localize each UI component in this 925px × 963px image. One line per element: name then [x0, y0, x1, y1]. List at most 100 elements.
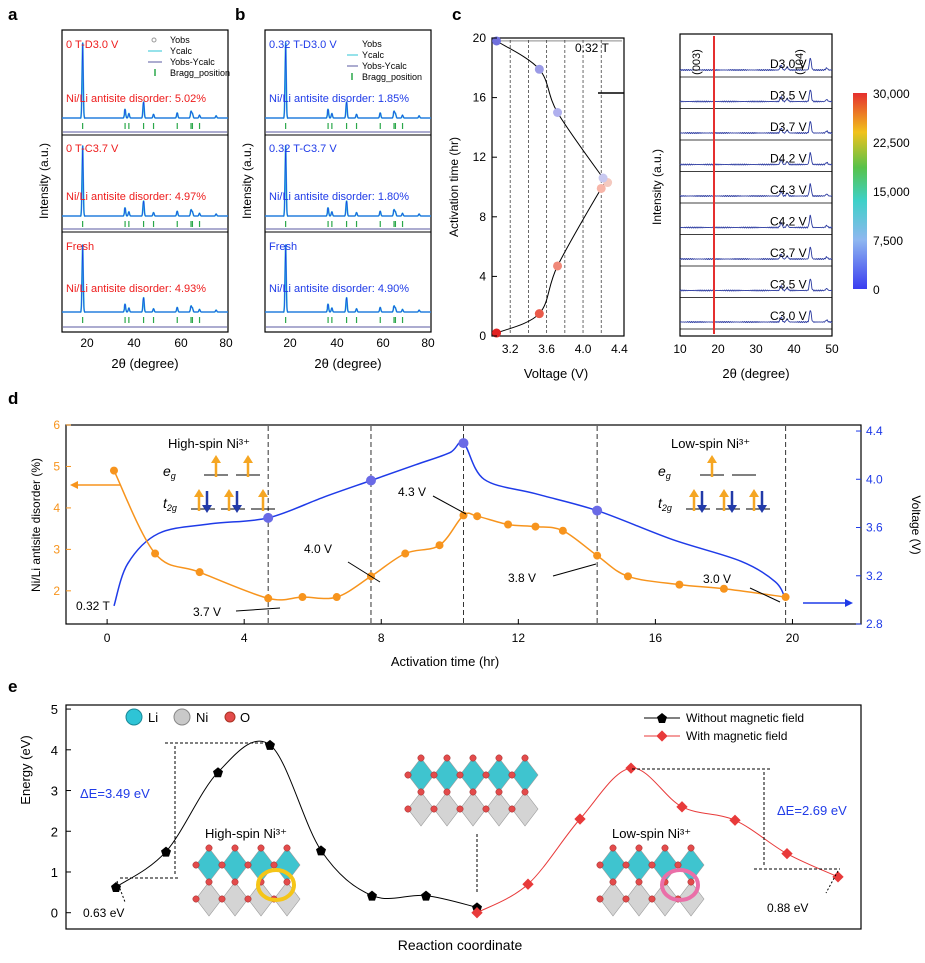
structure-low-spin-o-1-1 — [635, 878, 643, 886]
pd-disorder-point-3 — [264, 594, 273, 603]
pcr-label-3: D4.2 V — [770, 152, 807, 166]
pe-with-point-5 — [729, 814, 741, 826]
ls-t2-up-head — [719, 489, 729, 497]
structure-low-spin-o2-0-2 — [648, 861, 656, 869]
panel-d-xlabel: Activation time (hr) — [391, 654, 499, 669]
panel-e-ylabel: Energy (eV) — [18, 735, 33, 804]
structure-middle-o-1-0 — [417, 788, 425, 796]
end-energy-label: 0.88 eV — [767, 901, 808, 915]
pe-with-point-1 — [522, 878, 534, 890]
panel-d-voltage-curve — [113, 441, 787, 607]
ls-t2-down-head — [727, 505, 737, 513]
legend-bragg: Bragg_position — [170, 68, 230, 78]
structure-high-spin-o-0-2 — [257, 844, 265, 852]
structure-middle-octa-0-4 — [511, 757, 539, 793]
pc-point-7 — [534, 64, 544, 74]
hs-t2-up-head — [224, 489, 234, 497]
structure-high-spin-o-0-3 — [283, 844, 291, 852]
structure-high-spin-o-0-1 — [231, 844, 239, 852]
structure-high-spin-o-1-1 — [231, 878, 239, 886]
pd-disorder-point-1 — [151, 549, 160, 558]
panel-c-right: (003) (104) D3.0 V D3.5 V D3.7 V D4.2 V C4.3… — [650, 33, 910, 381]
panel-a-frame — [61, 29, 229, 333]
pe-without-point-3 — [265, 739, 275, 750]
low-spin-electron-arrows — [689, 455, 767, 513]
pd-rt-0: 2.8 — [866, 617, 883, 631]
hs-eg-up-2-head — [243, 455, 253, 463]
pb-yobs-0 — [265, 42, 431, 119]
pd-disorder-point-12 — [531, 522, 540, 531]
pb-yobs-1 — [264, 145, 431, 217]
delta-with-label: ΔE=2.69 eV — [777, 803, 847, 818]
pd-xt-4: 16 — [649, 631, 663, 645]
pcr-label-5: C4.2 V — [770, 215, 807, 229]
structure-middle-o2-0-1 — [430, 771, 438, 779]
pc-ytick-2: 8 — [479, 210, 486, 224]
structure-low-spin-o2-0-1 — [622, 861, 630, 869]
pcr-label-7: C3.5 V — [770, 278, 807, 292]
panel-a-xtick-60: 60 — [174, 336, 188, 350]
pd-disorder-point-15 — [623, 572, 632, 581]
pd-xt-5: 20 — [786, 631, 800, 645]
panel-d-ylabel-left: Ni/Li antisite disorder (%) — [29, 458, 43, 592]
panel-a-sub1-title: 0 T-D3.0 V — [66, 39, 119, 51]
panel-e-xlabel: Reaction coordinate — [398, 937, 523, 953]
high-spin-rotation-icon — [256, 868, 296, 902]
ls-t1-up-head — [689, 489, 699, 497]
legend-yobs-marker — [151, 37, 157, 43]
colorbar-tick-7500: 7,500 — [873, 234, 903, 248]
panel-a-sub3-title: Fresh — [66, 241, 94, 253]
panel-a-xrd-traces — [61, 42, 228, 328]
panel-a-sub3-disorder: Ni/Li antisite disorder: 4.93% — [66, 283, 206, 295]
panel-a-xtick-40: 40 — [127, 336, 141, 350]
pcr-label-0: D3.0 V — [770, 57, 807, 71]
panel-c-right-traces — [679, 57, 833, 330]
atom-label-li: Li — [148, 710, 158, 725]
pcr-trace-7 — [679, 278, 833, 292]
structure-low-spin-o2-1-0 — [596, 895, 604, 903]
pd-xt-1: 4 — [241, 631, 248, 645]
panel-b-sub3-disorder: Ni/Li antisite disorder: 4.90% — [269, 283, 409, 295]
structure-middle-o-1-2 — [469, 788, 477, 796]
pc-point-3 — [596, 183, 606, 193]
structure-high-spin-o-0-0 — [205, 844, 213, 852]
structure-high-spin-octa-0-3 — [273, 847, 301, 883]
panel-d-low-spin: Low-spin Ni³⁺ — [671, 436, 750, 451]
panel-c-right-peak-003: (003) — [691, 49, 703, 75]
pe-with-point-7 — [832, 871, 844, 883]
pa-yobs-0 — [62, 42, 228, 119]
panel-e: e 0 1 2 3 4 5 Energy (eV) Reaction coordinate… — [8, 677, 862, 953]
pe-without-point-5 — [367, 890, 377, 901]
structure-low-spin-octa-0-3 — [677, 847, 705, 883]
legend-without-label: Without magnetic field — [686, 711, 804, 725]
structure-middle-o2-1-2 — [456, 805, 464, 813]
hs-t3-up-head — [258, 489, 268, 497]
end-energy-arrow — [825, 870, 839, 894]
pcr-trace-4 — [679, 183, 833, 198]
panel-c-right-frame — [679, 33, 833, 337]
structure-middle-o-0-2 — [469, 754, 477, 762]
hs-eg-up-1-head — [211, 455, 221, 463]
pa-yobs-1 — [61, 145, 228, 217]
panel-e-yticks: 0 1 2 3 4 5 — [51, 702, 71, 921]
legend-b-diff: Yobs-Ycalc — [362, 61, 407, 71]
panel-c-right-peak-104: (104) — [794, 49, 806, 75]
structure-middle-octa-1-4 — [511, 791, 539, 827]
structure-low-spin-o2-1-2 — [648, 895, 656, 903]
panel-d-frame — [65, 424, 862, 625]
pe-with-point-6 — [781, 847, 793, 860]
panel-label-e: e — [8, 677, 17, 696]
legend-b-yobs: Yobs — [362, 39, 382, 49]
pcr-trace-6 — [679, 246, 833, 261]
structure-low-spin-o-1-0 — [609, 878, 617, 886]
legend-with-marker — [656, 730, 668, 742]
legend-b-bragg: Bragg_position — [362, 72, 422, 82]
structure-high-spin-o2-1-0 — [192, 895, 200, 903]
high-spin-electron-arrows — [194, 455, 268, 513]
pd-lt-2: 4 — [53, 501, 60, 515]
panel-c-colorbar — [853, 93, 867, 289]
hs-t1-up-head — [194, 489, 204, 497]
panel-d-x-ticks: 0 4 8 12 16 20 — [104, 619, 800, 645]
pa-yobs-2 — [61, 244, 228, 313]
panel-c-right-ylabel: Intensity (a.u.) — [650, 149, 664, 225]
